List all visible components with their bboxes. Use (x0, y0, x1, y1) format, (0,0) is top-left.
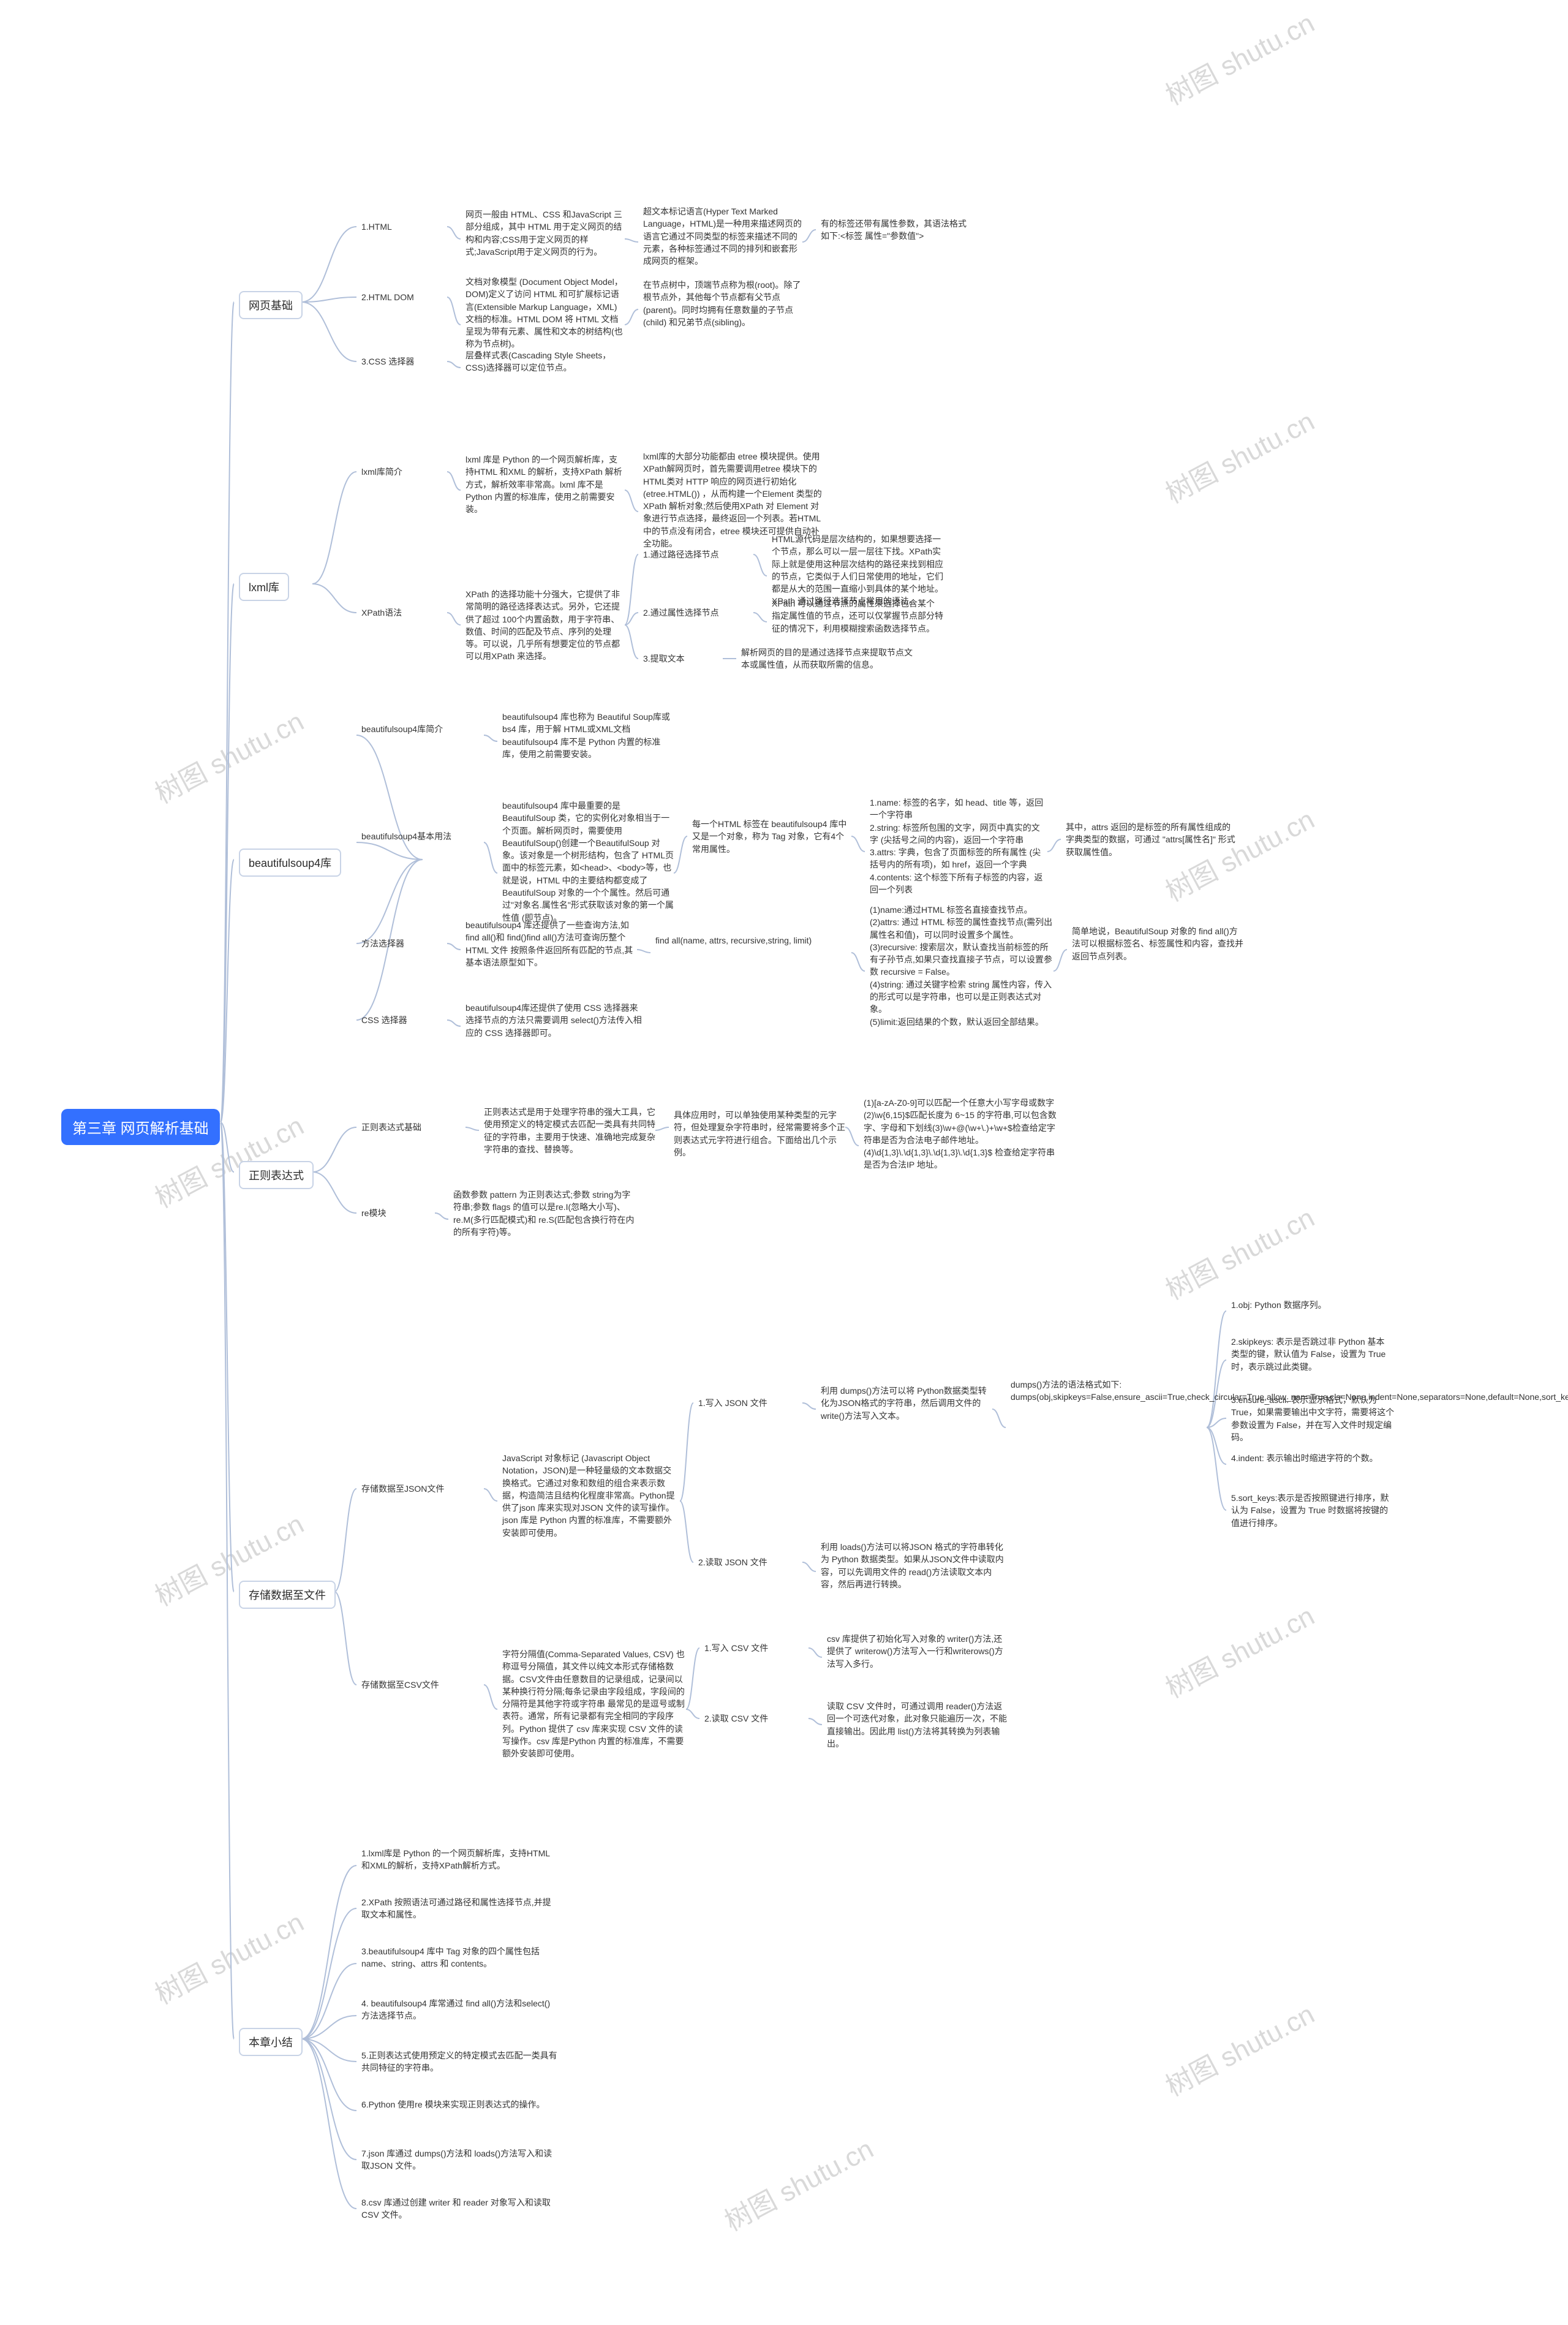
watermark: 树图 shutu.cn (147, 700, 309, 811)
node-st2ba: csv 库提供了初始化写入对象的 writer()方法,还提供了 writero… (827, 1633, 1005, 1670)
node-re2a: 函数参数 pattern 为正则表达式;参数 string为字符串;参数 fla… (453, 1189, 637, 1238)
node-st1a: JavaScript 对象标记 (Javascript Object Notat… (502, 1452, 680, 1539)
node-n3: 3.CSS 选择器 (361, 355, 447, 368)
node-xp: XPath语法 (361, 607, 447, 619)
node-bs1: beautifulsoup4库简介 (361, 723, 484, 735)
node-xpa: XPath 的选择功能十分强大，它提供了非常简明的路径选择表达式。另外，它还提供… (466, 588, 625, 663)
watermark: 树图 shutu.cn (147, 1900, 309, 2012)
branch-bs4: beautifulsoup4库 (239, 849, 341, 877)
node-xp1a: HTML源代码是层次结构的，如果想要选择一个节点，那么可以一层一层往下找。XPa… (772, 533, 943, 608)
node-bs2a: beautifulsoup4 库中最重要的是BeautifulSoup 类，它的… (502, 800, 674, 924)
node-st1o2: 2.skipkeys: 表示是否跳过非 Python 基本类型的键，默认值为 F… (1231, 1336, 1390, 1373)
node-s3: 3.beautifulsoup4 库中 Tag 对象的四个属性包括 name、s… (361, 1945, 557, 1970)
node-xp1: 1.通过路径选择节点 (643, 548, 753, 561)
node-re1b: 具体应用时，可以单独使用某种类型的元字符，但处理复杂字符串时，经常需要将多个正则… (674, 1109, 845, 1159)
node-n1: 1.HTML (361, 221, 447, 233)
node-st1: 存储数据至JSON文件 (361, 1483, 484, 1495)
node-st2: 存储数据至CSV文件 (361, 1679, 484, 1691)
node-st2ca: 读取 CSV 文件时，可通过调用 reader()方法返回一个可迭代对象，此对象… (827, 1700, 1011, 1750)
node-st2a: 字符分隔值(Comma-Separated Values, CSV) 也称逗号分… (502, 1648, 686, 1760)
node-xp3: 3.提取文本 (643, 652, 723, 665)
watermark: 树图 shutu.cn (1158, 1196, 1320, 1307)
node-re2: re模块 (361, 1207, 435, 1219)
node-st1c: 2.读取 JSON 文件 (698, 1556, 802, 1568)
node-xp2: 2.通过属性选择节点 (643, 607, 753, 619)
node-re1: 正则表达式基础 (361, 1121, 466, 1133)
node-bs2: beautifulsoup4基本用法 (361, 830, 484, 842)
node-st1ca: 利用 loads()方法可以将JSON 格式的字符串转化为 Python 数据类… (821, 1541, 1005, 1590)
node-n2b: 在节点树中，顶端节点称为根(root)。除了根节点外，其他每个节点都有父节点(p… (643, 279, 802, 328)
node-st1o4: 4.indent: 表示输出时缩进字符的个数。 (1231, 1452, 1390, 1464)
node-bs4a: beautifulsoup4库还提供了使用 CSS 选择器来选择节点的方法只需要… (466, 1002, 643, 1039)
node-s7: 7.json 库通过 dumps()方法和 loads()方法写入和读取JSON… (361, 2147, 557, 2172)
node-bs1a: beautifulsoup4 库也称为 Beautiful Soup库或 bs4… (502, 711, 674, 760)
node-xp2a: XPath 可以通过节点的属性来选择包含某个指定属性值的节点，还可以仅掌握节点部… (772, 597, 943, 635)
branch-regex: 正则表达式 (239, 1161, 314, 1189)
watermark: 树图 shutu.cn (1158, 1, 1320, 113)
node-st1b: 1.写入 JSON 文件 (698, 1397, 802, 1409)
node-n1c: 有的标签还带有属性参数，其语法格式如下:<标签 属性="参数值"> (821, 217, 974, 243)
node-s1: 1.lxml库是 Python 的一个网页解析库，支持HTML和XML的解析，支… (361, 1847, 557, 1872)
node-bs3a: beautifulsoup4 库还提供了一些查询方法,如 find all()和… (466, 919, 637, 969)
node-s8: 8.csv 库通过创建 writer 和 reader 对象写入和读取CSV 文… (361, 2196, 557, 2221)
node-bs2c: 1.name: 标签的名字，如 head、title 等，返回一个字符串 2.s… (870, 796, 1047, 896)
node-n2a: 文档对象模型 (Document Object Model，DOM)定义了访问 … (466, 276, 625, 350)
node-st2b: 1.写入 CSV 文件 (704, 1642, 809, 1654)
node-n1b: 超文本标记语言(Hyper Text Marked Language，HTML)… (643, 205, 802, 267)
watermark: 树图 shutu.cn (717, 2127, 879, 2239)
watermark: 树图 shutu.cn (1158, 399, 1320, 511)
node-st2c: 2.读取 CSV 文件 (704, 1712, 809, 1725)
node-bs3d: 简单地说，BeautifulSoup 对象的 find all()方法可以根据标… (1072, 925, 1243, 962)
node-lx1a: lxml 库是 Python 的一个网页解析库，支持HTML 和XML 的解析，… (466, 453, 625, 515)
watermark: 树图 shutu.cn (1158, 1594, 1320, 1706)
branch-wbjc: 网页基础 (239, 291, 303, 319)
node-bs3: 方法选择器 (361, 937, 447, 950)
node-st1ba: 利用 dumps()方法可以将 Python数据类型转化为JSON格式的字符串，… (821, 1385, 992, 1422)
root-node: 第三章 网页解析基础 (61, 1109, 220, 1145)
node-st1o1: 1.obj: Python 数据序列。 (1231, 1299, 1366, 1311)
node-re1c: (1)[a-zA-Z0-9]可以匹配一个任意大小写字母或数字 (2)\w{6,1… (864, 1097, 1060, 1171)
node-st1o5: 5.sort_keys:表示是否按照键进行排序，默认为 False，设置为 Tr… (1231, 1492, 1396, 1529)
node-s4: 4. beautifulsoup4 库常通过 find all()方法和sele… (361, 1997, 557, 2022)
node-s6: 6.Python 使用re 模块来实现正则表达式的操作。 (361, 2098, 557, 2111)
branch-summ: 本章小结 (239, 2028, 303, 2056)
node-st1o3: 3.ensure_ascii: 表示显示格式，默认为 True，如果需要输出中文… (1231, 1394, 1396, 1443)
node-s2: 2.XPath 按照语法可通过路径和属性选择节点,并提取文本和属性。 (361, 1896, 557, 1921)
branch-store: 存储数据至文件 (239, 1581, 336, 1609)
node-s5: 5.正则表达式使用预定义的特定模式去匹配一类具有共同特征的字符串。 (361, 2049, 557, 2074)
connectors-layer (0, 0, 1568, 2325)
node-lx1: lxml库简介 (361, 466, 447, 478)
node-bs3c: (1)name:通过HTML 标签名直接查找节点。 (2)attrs: 通过 H… (870, 904, 1054, 1028)
node-xp3a: 解析网页的目的是通过选择节点来提取节点文本或属性值，从而获取所需的信息。 (741, 646, 913, 671)
node-n1a: 网页一般由 HTML、CSS 和JavaScript 三部分组成，其中 HTML… (466, 208, 625, 258)
node-re1a: 正则表达式是用于处理字符串的强大工具，它使用预定义的特定模式去匹配一类具有共同特… (484, 1106, 655, 1155)
node-bs2d: 其中，attrs 返回的是标签的所有属性组成的字典类型的数据，可通过 "attr… (1066, 821, 1237, 858)
mindmap-canvas: 第三章 网页解析基础 树图 shutu.cn 树图 shutu.cn 树图 shut… (0, 0, 1568, 2325)
node-bs3b: find all(name, attrs, recursive,string, … (655, 934, 851, 947)
node-n3a: 层叠样式表(Cascading Style Sheets，CSS)选择器可以定位… (466, 349, 625, 374)
node-bs2b: 每一个HTML 标签在 beautifulsoup4 库中又是一个对象，称为 T… (692, 818, 851, 855)
branch-lxml: lxml库 (239, 573, 289, 601)
node-n2: 2.HTML DOM (361, 291, 447, 303)
node-bs4n: CSS 选择器 (361, 1014, 447, 1026)
node-st1bb: dumps()方法的语法格式如下: dumps(obj,skipkeys=Fal… (1011, 1378, 1207, 1404)
watermark: 树图 shutu.cn (1158, 1992, 1320, 2104)
